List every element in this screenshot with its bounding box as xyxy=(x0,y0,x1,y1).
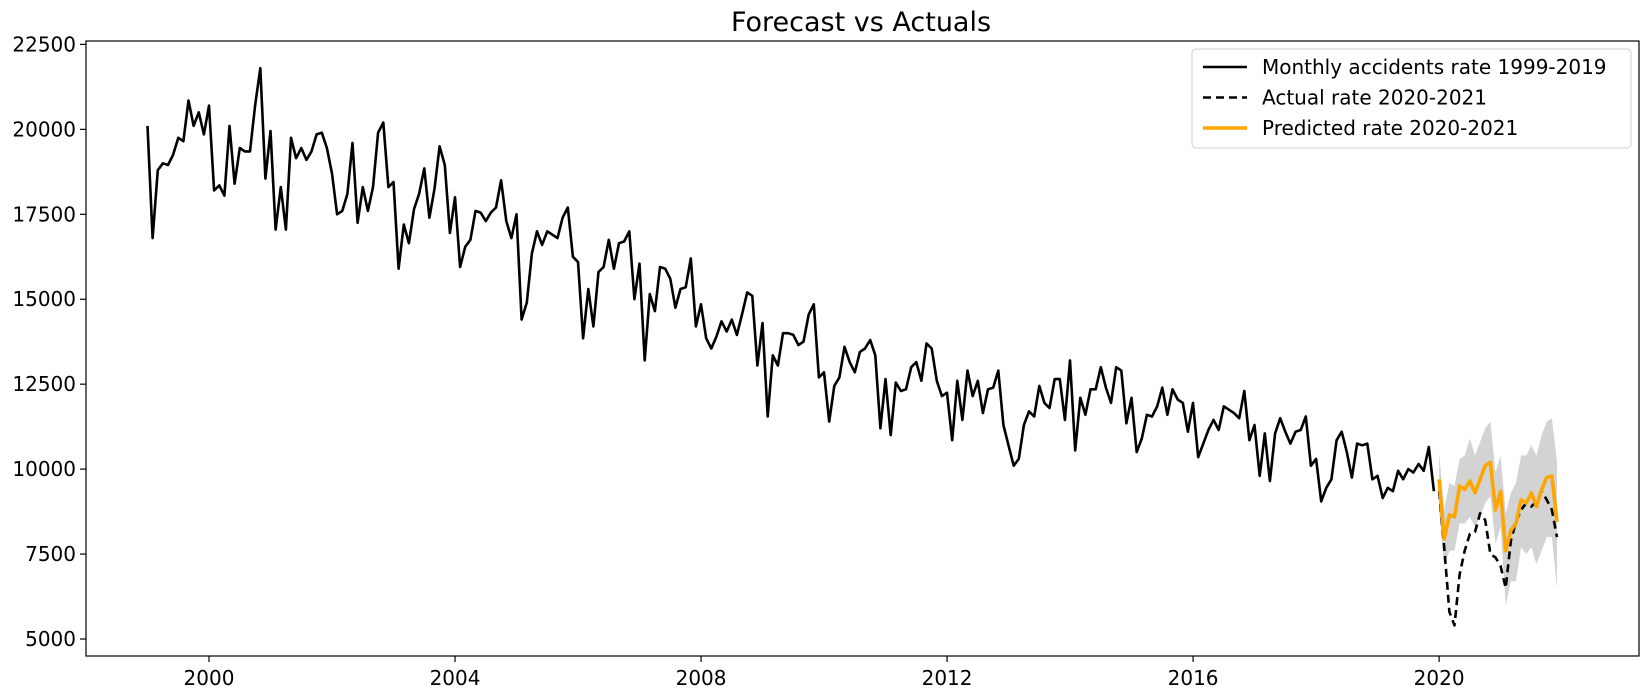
legend-label: Actual rate 2020-2021 xyxy=(1262,86,1487,110)
x-tick-label: 2016 xyxy=(1168,666,1219,690)
x-tick-label: 2012 xyxy=(922,666,973,690)
x-tick-label: 2000 xyxy=(184,666,235,690)
y-axis: 5000 7500 10000 12500 15000 17500 20000 22500 xyxy=(12,32,86,651)
y-tick-label: 10000 xyxy=(12,457,76,481)
plot-frame xyxy=(85,40,1640,657)
y-tick-label: 7500 xyxy=(25,542,76,566)
series-line-3 xyxy=(1437,460,1559,553)
legend-box xyxy=(1191,48,1632,149)
y-tick-label: 12500 xyxy=(12,372,76,396)
y-tick-label: 17500 xyxy=(12,202,76,226)
x-tick-label: 2004 xyxy=(430,666,481,690)
series-line-1 xyxy=(146,66,1436,503)
x-tick-label: 2008 xyxy=(676,666,727,690)
chart-title: Forecast vs Actuals xyxy=(731,7,991,38)
y-tick-label: 20000 xyxy=(12,117,76,141)
y-tick-label: 22500 xyxy=(12,32,76,56)
plot-area xyxy=(146,66,1559,627)
y-tick-label: 5000 xyxy=(25,627,76,651)
legend-label: Monthly accidents rate 1999-2019 xyxy=(1262,55,1607,79)
x-tick-label: 2020 xyxy=(1414,666,1465,690)
legend-label: Predicted rate 2020-2021 xyxy=(1262,116,1518,140)
x-axis: 2000 2004 2008 2012 2016 2020 xyxy=(184,656,1465,690)
y-tick-label: 15000 xyxy=(12,287,76,311)
legend: Monthly accidents rate 1999-2019 Actual r… xyxy=(1191,48,1632,149)
confidence-band xyxy=(1439,418,1557,605)
